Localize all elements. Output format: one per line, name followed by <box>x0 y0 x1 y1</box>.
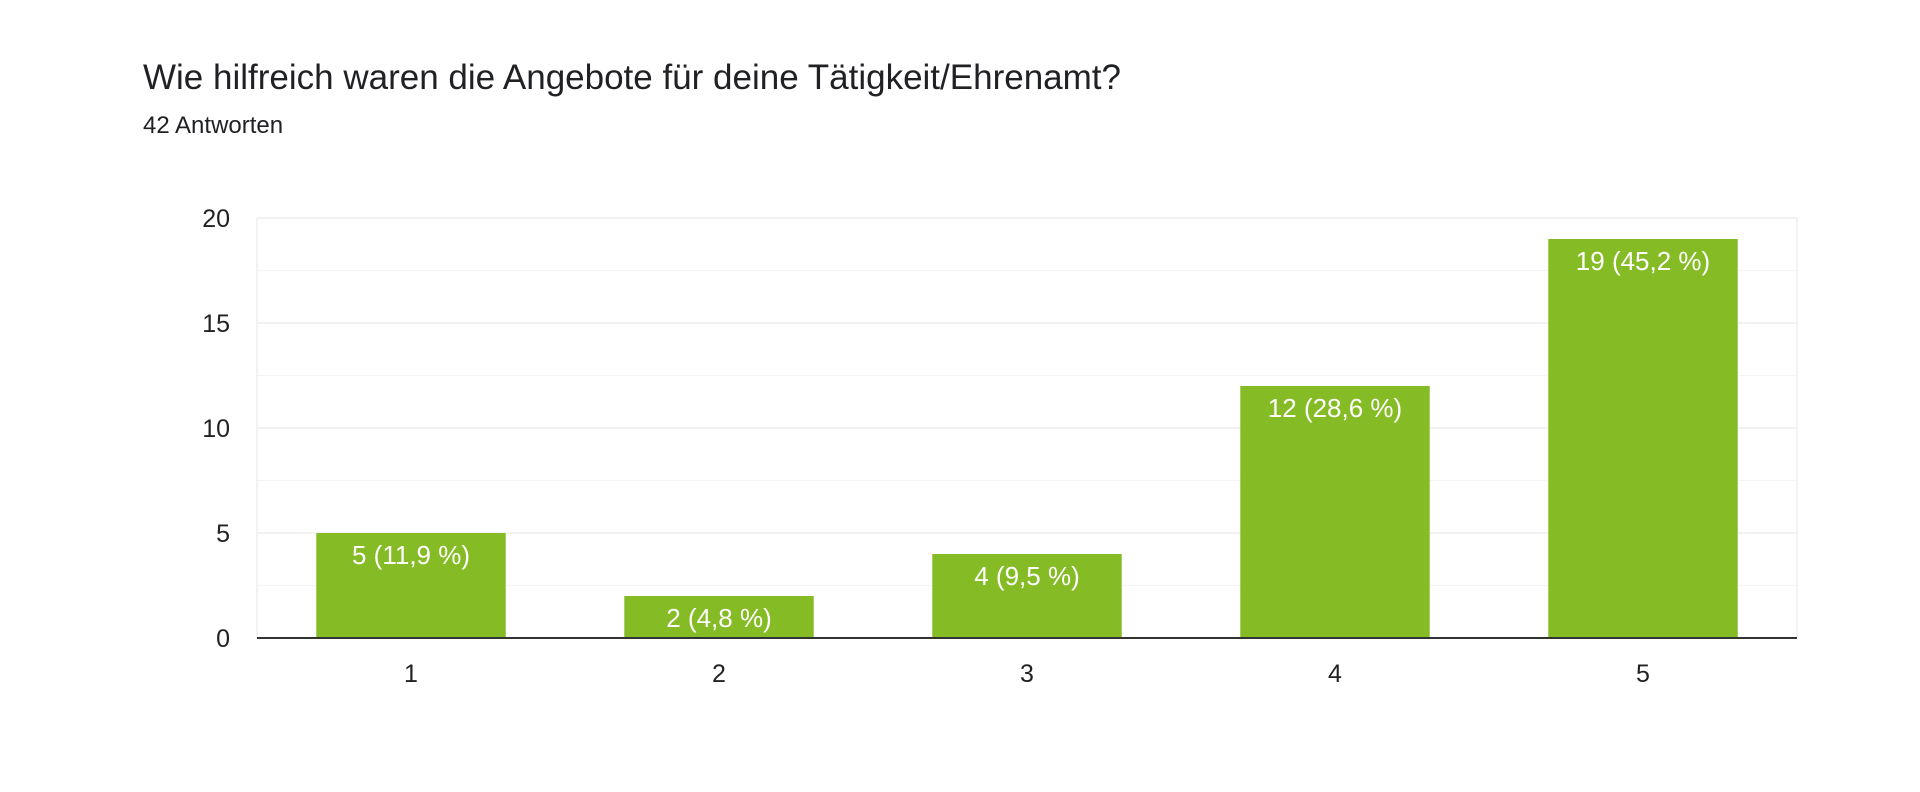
bar-4 <box>1240 386 1430 638</box>
x-tick-label-3: 3 <box>1020 660 1034 688</box>
data-label-2: 2 (4,8 %) <box>666 603 772 633</box>
data-label-4: 12 (28,6 %) <box>1268 393 1402 423</box>
x-tick-label-5: 5 <box>1636 660 1650 688</box>
x-tick-label-2: 2 <box>712 660 726 688</box>
y-tick-label: 10 <box>202 415 230 443</box>
bar-2 <box>624 596 814 638</box>
chart-bars <box>316 239 1738 638</box>
response-count: 42 Antworten <box>143 112 284 139</box>
bar-1 <box>316 533 506 638</box>
chart-labels: 0 5 10 15 20 5 (11,9 %) 1 2 (4,8 %) 2 4 (9,5 %) 3 1… <box>202 205 1710 688</box>
bar-5 <box>1548 239 1738 638</box>
y-tick-label: 15 <box>202 310 230 338</box>
question-title: Wie hilfreich waren die Angebote für dei… <box>143 58 1121 97</box>
y-tick-label: 20 <box>202 205 230 233</box>
chart-grid <box>256 217 1798 638</box>
data-label-1: 5 (11,9 %) <box>352 540 470 570</box>
x-tick-label-4: 4 <box>1328 660 1342 688</box>
data-label-3: 4 (9,5 %) <box>974 561 1080 591</box>
data-label-5: 19 (45,2 %) <box>1576 246 1710 276</box>
y-tick-label: 0 <box>216 625 230 653</box>
x-tick-label-1: 1 <box>404 660 418 688</box>
bar-3 <box>932 554 1122 638</box>
y-tick-label: 5 <box>216 520 230 548</box>
